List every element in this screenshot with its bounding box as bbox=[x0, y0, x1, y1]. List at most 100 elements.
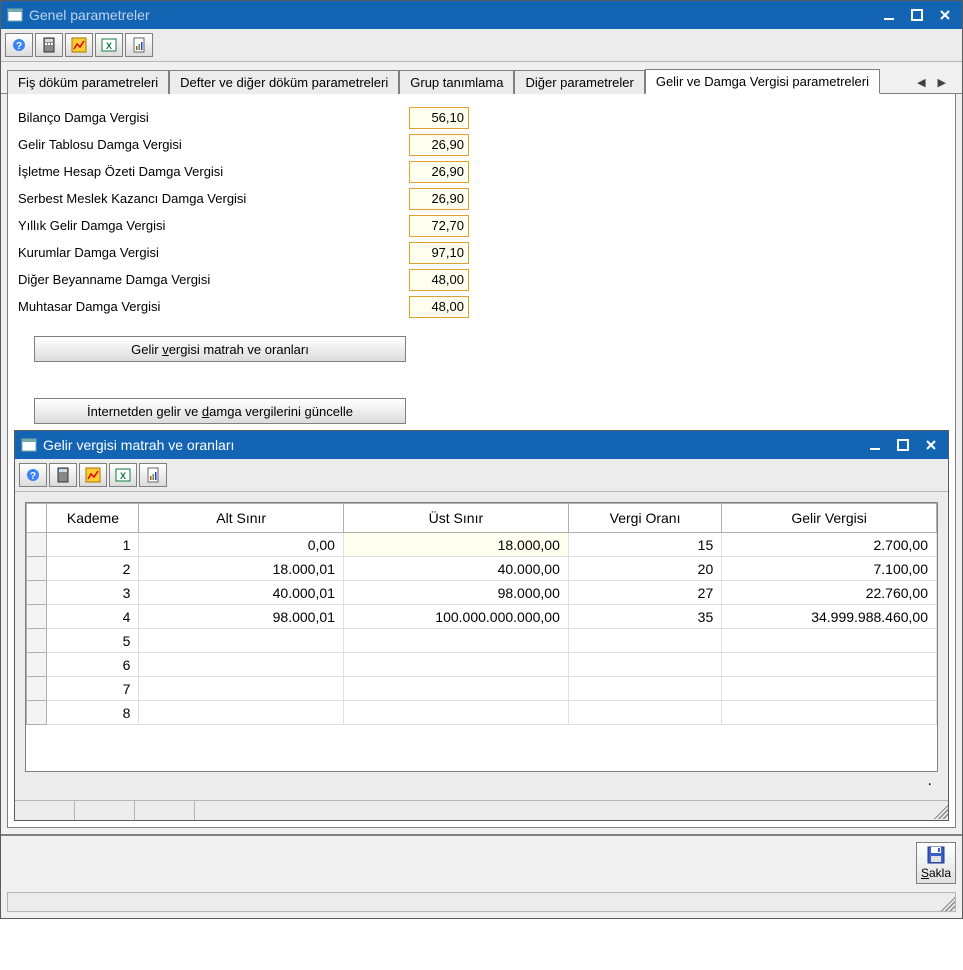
grid-cell[interactable]: 34.999.988.460,00 bbox=[722, 605, 937, 629]
form-input-7[interactable] bbox=[409, 296, 469, 318]
form-input-4[interactable] bbox=[409, 215, 469, 237]
matrah-button[interactable]: Gelir vergisi matrah ve oranları bbox=[34, 336, 406, 362]
table-row[interactable]: 498.000,01100.000.000.000,003534.999.988… bbox=[27, 605, 937, 629]
table-row[interactable]: 218.000,0140.000,00207.100,00 bbox=[27, 557, 937, 581]
tab-scroll-right[interactable]: ▶ bbox=[938, 76, 946, 89]
grid-cell[interactable]: 1 bbox=[47, 533, 139, 557]
sakla-button[interactable]: Sakla bbox=[916, 842, 956, 884]
grid-cell[interactable] bbox=[139, 653, 343, 677]
grid-col-4[interactable]: Gelir Vergisi bbox=[722, 504, 937, 533]
tab-scroll-left[interactable]: ◀ bbox=[917, 76, 925, 89]
form-input-1[interactable] bbox=[409, 134, 469, 156]
grid-cell[interactable] bbox=[722, 629, 937, 653]
grid-cell[interactable]: 2.700,00 bbox=[722, 533, 937, 557]
close-button[interactable] bbox=[938, 8, 952, 22]
grid-cell[interactable]: 100.000.000.000,00 bbox=[343, 605, 568, 629]
report-icon[interactable] bbox=[125, 33, 153, 57]
grid-cell[interactable]: 0,00 bbox=[139, 533, 343, 557]
form-input-2[interactable] bbox=[409, 161, 469, 183]
grid-col-1[interactable]: Alt Sınır bbox=[139, 504, 343, 533]
grid-cell[interactable]: 2 bbox=[47, 557, 139, 581]
grid-cell[interactable] bbox=[139, 701, 343, 725]
form-input-5[interactable] bbox=[409, 242, 469, 264]
inner-calculator-icon[interactable] bbox=[49, 463, 77, 487]
inner-resize-grip[interactable] bbox=[930, 801, 948, 819]
grid-cell[interactable] bbox=[139, 677, 343, 701]
table-row[interactable]: 10,0018.000,00152.700,00 bbox=[27, 533, 937, 557]
grid-cell[interactable] bbox=[722, 653, 937, 677]
grid-cell[interactable] bbox=[343, 701, 568, 725]
calculator-icon[interactable] bbox=[35, 33, 63, 57]
tab-1[interactable]: Defter ve diğer döküm parametreleri bbox=[169, 70, 399, 94]
grid-cell[interactable]: 18.000,01 bbox=[139, 557, 343, 581]
inner-excel-icon[interactable]: X bbox=[109, 463, 137, 487]
grid-cell[interactable] bbox=[722, 701, 937, 725]
tab-scroll-arrows: ◀ ▶ bbox=[907, 76, 956, 93]
grid-cell[interactable] bbox=[139, 629, 343, 653]
form-input-6[interactable] bbox=[409, 269, 469, 291]
row-header[interactable] bbox=[27, 581, 47, 605]
grid-cell[interactable]: 7.100,00 bbox=[722, 557, 937, 581]
excel-icon[interactable]: X bbox=[95, 33, 123, 57]
row-header[interactable] bbox=[27, 605, 47, 629]
chart-icon[interactable] bbox=[65, 33, 93, 57]
grid-col-2[interactable]: Üst Sınır bbox=[343, 504, 568, 533]
row-header[interactable] bbox=[27, 533, 47, 557]
grid-cell[interactable]: 5 bbox=[47, 629, 139, 653]
grid-col-3[interactable]: Vergi Oranı bbox=[568, 504, 721, 533]
grid-cell[interactable] bbox=[568, 653, 721, 677]
row-header[interactable] bbox=[27, 653, 47, 677]
row-header[interactable] bbox=[27, 629, 47, 653]
form-label-3: Serbest Meslek Kazancı Damga Vergisi bbox=[14, 191, 409, 206]
tab-3[interactable]: Diğer parametreler bbox=[514, 70, 644, 94]
grid-cell[interactable]: 4 bbox=[47, 605, 139, 629]
grid-cell[interactable]: 7 bbox=[47, 677, 139, 701]
grid-cell[interactable]: 8 bbox=[47, 701, 139, 725]
tab-0[interactable]: Fiş döküm parametreleri bbox=[7, 70, 169, 94]
grid-cell[interactable]: 6 bbox=[47, 653, 139, 677]
tab-2[interactable]: Grup tanımlama bbox=[399, 70, 514, 94]
grid-cell[interactable]: 3 bbox=[47, 581, 139, 605]
grid-cell[interactable]: 98.000,01 bbox=[139, 605, 343, 629]
grid-cell[interactable] bbox=[343, 629, 568, 653]
table-row[interactable]: 8 bbox=[27, 701, 937, 725]
grid-cell[interactable]: 15 bbox=[568, 533, 721, 557]
inner-help-icon[interactable]: ? bbox=[19, 463, 47, 487]
inner-close-button[interactable] bbox=[924, 438, 938, 452]
maximize-button[interactable] bbox=[910, 8, 924, 22]
tab-4[interactable]: Gelir ve Damga Vergisi parametreleri bbox=[645, 69, 880, 94]
row-header[interactable] bbox=[27, 557, 47, 581]
grid-cell[interactable]: 22.760,00 bbox=[722, 581, 937, 605]
grid-cell[interactable] bbox=[343, 677, 568, 701]
table-row[interactable]: 7 bbox=[27, 677, 937, 701]
grid-cell[interactable]: 98.000,00 bbox=[343, 581, 568, 605]
grid-cell[interactable] bbox=[568, 677, 721, 701]
table-row[interactable]: 340.000,0198.000,002722.760,00 bbox=[27, 581, 937, 605]
grid-cell[interactable]: 40.000,00 bbox=[343, 557, 568, 581]
guncelle-button[interactable]: İnternetden gelir ve damga vergilerini g… bbox=[34, 398, 406, 424]
form-input-0[interactable] bbox=[409, 107, 469, 129]
grid-cell[interactable] bbox=[568, 629, 721, 653]
minimize-button[interactable] bbox=[882, 8, 896, 22]
inner-maximize-button[interactable] bbox=[896, 438, 910, 452]
grid-cell[interactable]: 18.000,00 bbox=[343, 533, 568, 557]
grid-cell[interactable] bbox=[722, 677, 937, 701]
help-icon[interactable]: ? bbox=[5, 33, 33, 57]
grid-cell[interactable]: 20 bbox=[568, 557, 721, 581]
grid-cell[interactable]: 35 bbox=[568, 605, 721, 629]
grid-cell[interactable] bbox=[568, 701, 721, 725]
bracket-grid[interactable]: KademeAlt SınırÜst SınırVergi OranıGelir… bbox=[26, 503, 937, 725]
inner-minimize-button[interactable] bbox=[868, 438, 882, 452]
grid-cell[interactable]: 27 bbox=[568, 581, 721, 605]
grid-col-0[interactable]: Kademe bbox=[47, 504, 139, 533]
outer-resize-grip[interactable] bbox=[937, 893, 955, 911]
form-input-3[interactable] bbox=[409, 188, 469, 210]
row-header[interactable] bbox=[27, 701, 47, 725]
row-header[interactable] bbox=[27, 677, 47, 701]
table-row[interactable]: 6 bbox=[27, 653, 937, 677]
inner-chart-icon[interactable] bbox=[79, 463, 107, 487]
grid-cell[interactable]: 40.000,01 bbox=[139, 581, 343, 605]
inner-report-icon[interactable] bbox=[139, 463, 167, 487]
grid-cell[interactable] bbox=[343, 653, 568, 677]
table-row[interactable]: 5 bbox=[27, 629, 937, 653]
